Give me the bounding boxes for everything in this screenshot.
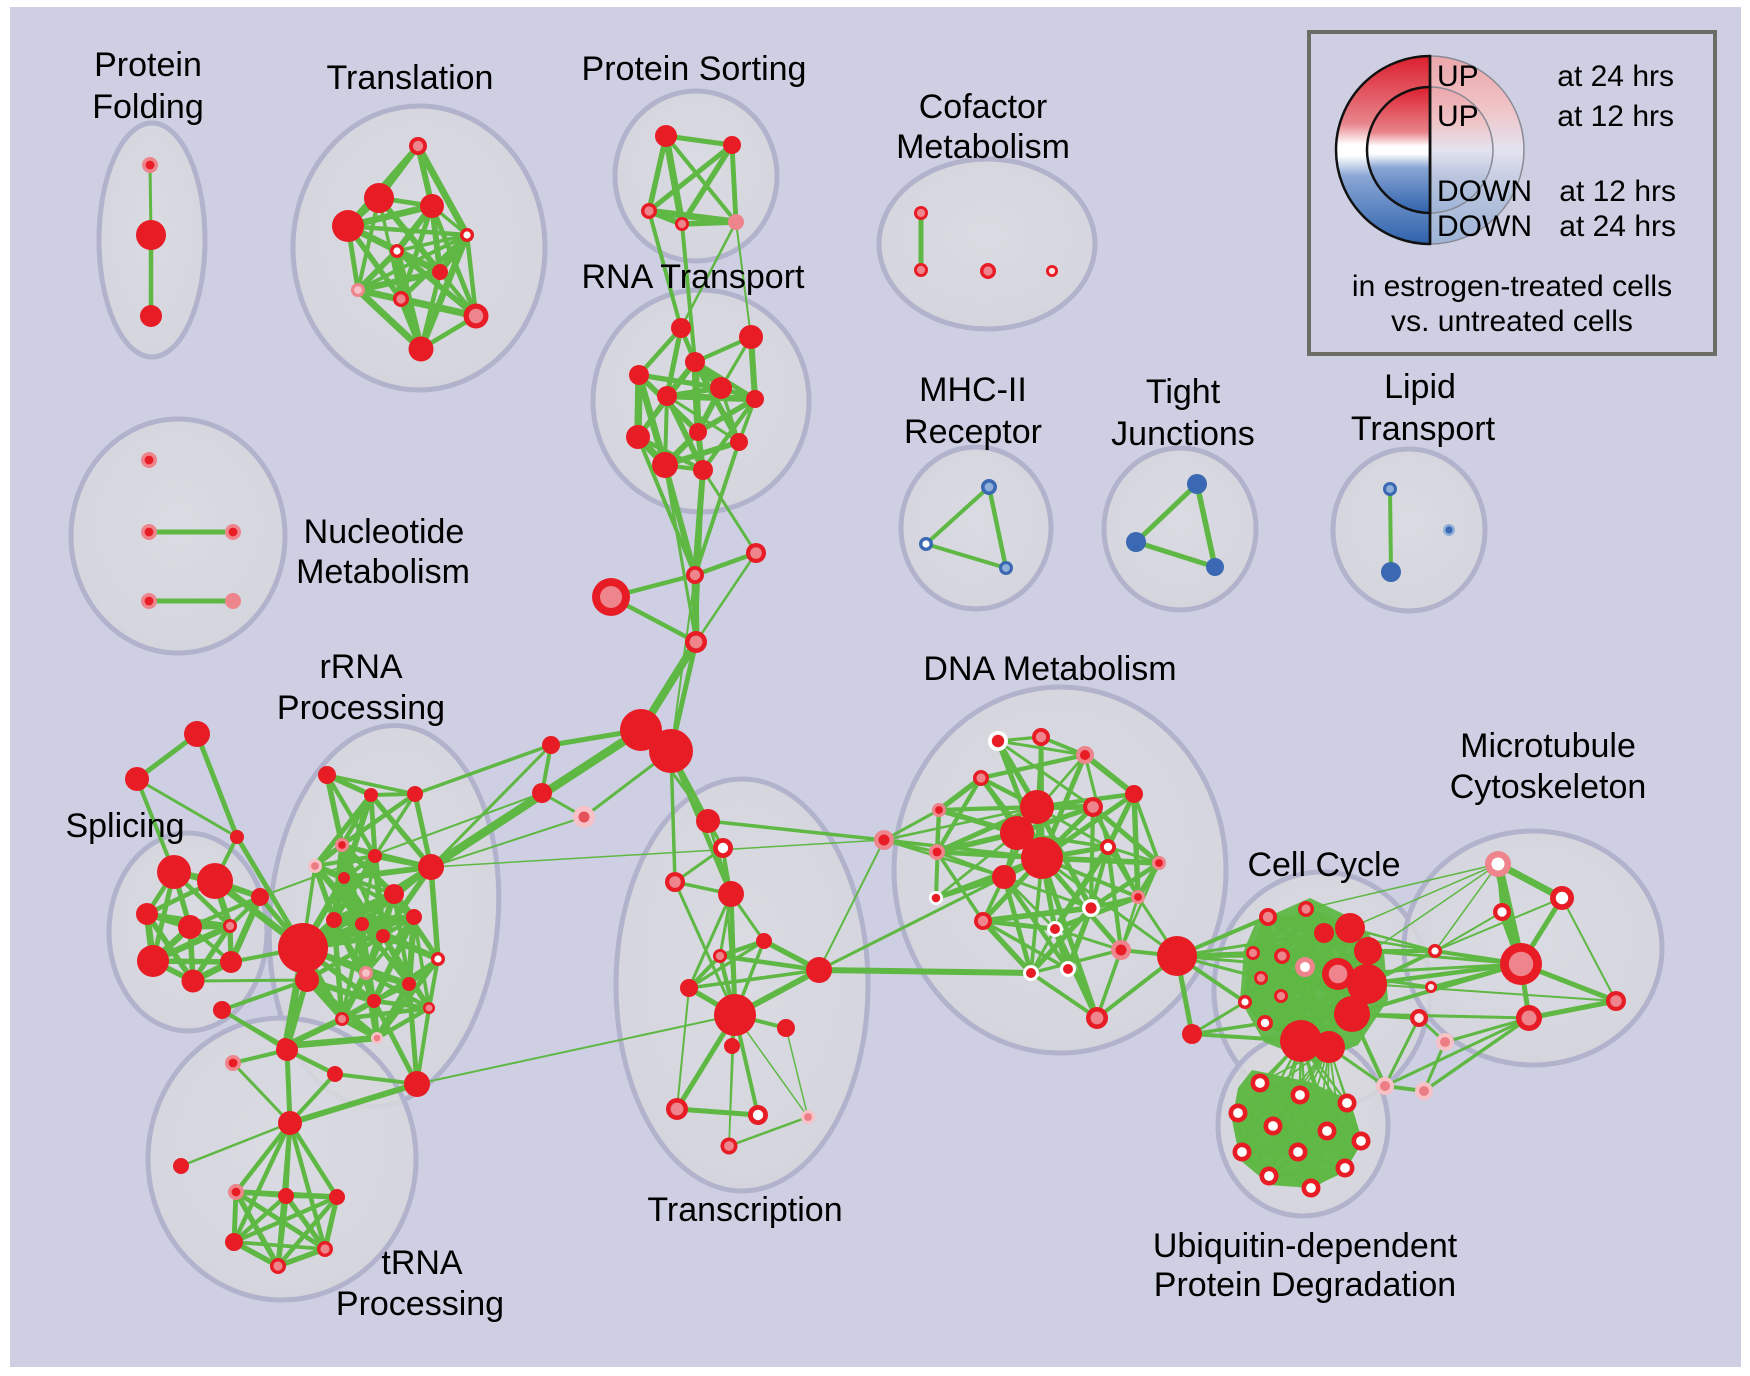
svg-text:Folding: Folding (92, 88, 204, 126)
svg-text:Junctions: Junctions (1111, 415, 1255, 453)
svg-text:Splicing: Splicing (65, 807, 184, 845)
svg-text:Protein Degradation: Protein Degradation (1154, 1266, 1456, 1304)
svg-text:Cell Cycle: Cell Cycle (1247, 846, 1400, 884)
svg-text:MHC-II: MHC-II (919, 371, 1027, 409)
svg-text:Transcription: Transcription (647, 1191, 842, 1229)
svg-text:UP: UP (1437, 60, 1479, 93)
svg-text:Tight: Tight (1146, 373, 1221, 411)
svg-text:DOWN: DOWN (1437, 210, 1532, 243)
svg-text:rRNA: rRNA (319, 648, 402, 686)
svg-text:Cytoskeleton: Cytoskeleton (1450, 768, 1647, 806)
svg-text:Cofactor: Cofactor (919, 88, 1048, 126)
svg-text:Receptor: Receptor (904, 413, 1042, 451)
svg-text:Processing: Processing (277, 689, 445, 727)
svg-text:Translation: Translation (327, 59, 494, 97)
svg-text:vs. untreated cells: vs. untreated cells (1391, 305, 1633, 338)
svg-text:at 24 hrs: at 24 hrs (1559, 210, 1676, 243)
svg-text:Nucleotide: Nucleotide (304, 513, 465, 551)
svg-text:UP: UP (1437, 100, 1479, 133)
svg-text:Ubiquitin-dependent: Ubiquitin-dependent (1153, 1227, 1458, 1265)
svg-text:in estrogen-treated cells: in estrogen-treated cells (1352, 270, 1672, 303)
svg-text:Microtubule: Microtubule (1460, 727, 1636, 765)
svg-text:Metabolism: Metabolism (296, 553, 470, 591)
svg-text:Processing: Processing (336, 1285, 504, 1323)
svg-text:Transport: Transport (1351, 410, 1496, 448)
svg-text:DOWN: DOWN (1437, 175, 1532, 208)
svg-text:RNA Transport: RNA Transport (582, 258, 806, 296)
svg-text:tRNA: tRNA (381, 1244, 463, 1282)
svg-text:at 12 hrs: at 12 hrs (1559, 175, 1676, 208)
svg-text:Protein: Protein (94, 46, 202, 84)
svg-text:DNA Metabolism: DNA Metabolism (923, 650, 1176, 688)
svg-text:Metabolism: Metabolism (896, 128, 1070, 166)
svg-text:at 24 hrs: at 24 hrs (1557, 60, 1674, 93)
svg-text:Lipid: Lipid (1384, 368, 1456, 406)
svg-text:at 12 hrs: at 12 hrs (1557, 100, 1674, 133)
svg-text:Protein Sorting: Protein Sorting (582, 50, 807, 88)
